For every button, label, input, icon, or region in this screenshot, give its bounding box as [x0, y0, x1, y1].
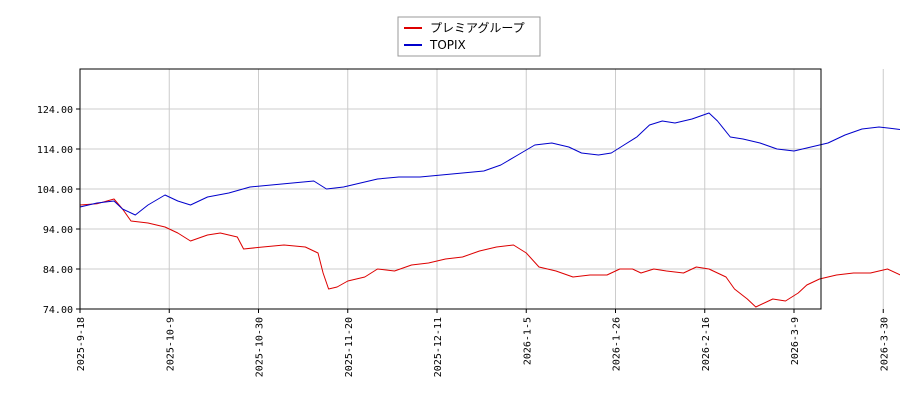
x-tick-label: 2025-11-20	[344, 317, 355, 377]
y-tick-label: 94.00	[43, 225, 73, 236]
x-tick-label: 2025-12-11	[433, 317, 444, 377]
grid	[80, 69, 884, 310]
x-tick-label: 2026-2-16	[701, 317, 712, 371]
legend-box	[397, 16, 541, 57]
x-tick-label: 2026-3-9	[790, 317, 801, 365]
y-tick-label: 124.00	[37, 105, 73, 116]
legend-label-series-1: TOPIX	[429, 38, 466, 52]
y-tick-label: 84.00	[43, 265, 73, 276]
x-tick-label: 2025-9-18	[76, 317, 87, 371]
series-line-1	[79, 112, 900, 216]
axes: 74.00 84.00 94.00 104.00 114.00 124.00 2025-9-…	[37, 105, 890, 377]
series-line-0	[79, 198, 900, 308]
y-tick-label: 104.00	[37, 185, 73, 196]
y-tick-label: 114.00	[37, 145, 73, 156]
x-tick-label: 2026-1-5	[522, 317, 533, 365]
y-tick-label: 74.00	[43, 305, 73, 316]
x-tick-label: 2026-3-30	[879, 317, 890, 371]
x-tick-label: 2025-10-9	[165, 317, 176, 371]
x-tick-label: 2026-1-26	[612, 317, 623, 371]
series-lines	[79, 112, 900, 308]
legend: プレミアグループ TOPIX	[397, 16, 541, 57]
legend-label-series-0: プレミアグループ	[430, 21, 525, 35]
x-tick-label: 2025-10-30	[255, 317, 266, 377]
